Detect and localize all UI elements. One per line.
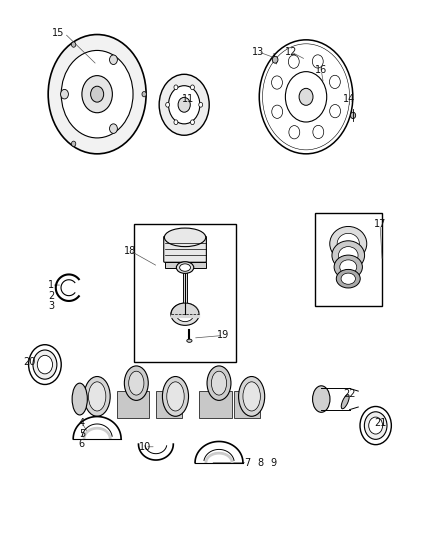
Ellipse shape (272, 76, 283, 89)
Ellipse shape (364, 412, 387, 439)
Ellipse shape (166, 102, 170, 107)
Text: 5: 5 (79, 429, 85, 439)
Ellipse shape (110, 124, 117, 133)
Ellipse shape (239, 376, 265, 416)
Bar (315, 214, 382, 306)
Ellipse shape (329, 75, 340, 88)
FancyBboxPatch shape (164, 236, 206, 262)
Text: 16: 16 (315, 66, 327, 75)
Ellipse shape (60, 90, 68, 99)
Text: 4: 4 (79, 418, 85, 428)
Ellipse shape (289, 126, 300, 139)
Ellipse shape (313, 125, 324, 139)
Text: 15: 15 (52, 28, 64, 38)
Text: 19: 19 (217, 330, 230, 341)
Ellipse shape (110, 55, 117, 64)
Bar (117, 391, 149, 418)
Ellipse shape (169, 86, 200, 124)
Ellipse shape (212, 371, 226, 395)
Ellipse shape (159, 74, 209, 135)
Ellipse shape (341, 394, 349, 409)
Ellipse shape (312, 55, 323, 68)
Ellipse shape (207, 366, 231, 400)
Ellipse shape (339, 247, 358, 264)
Ellipse shape (174, 120, 178, 125)
Text: 2: 2 (48, 290, 55, 301)
Ellipse shape (72, 383, 87, 415)
Ellipse shape (369, 417, 383, 434)
Ellipse shape (82, 76, 113, 113)
Bar (234, 391, 260, 418)
Text: 6: 6 (79, 439, 85, 449)
Ellipse shape (259, 40, 353, 154)
Ellipse shape (340, 260, 357, 274)
Ellipse shape (174, 85, 178, 90)
Ellipse shape (330, 227, 367, 261)
Text: 1: 1 (48, 280, 54, 290)
Bar (199, 391, 232, 418)
Ellipse shape (167, 382, 184, 411)
Text: 7: 7 (244, 458, 251, 467)
Ellipse shape (332, 241, 364, 270)
Ellipse shape (71, 141, 76, 147)
Ellipse shape (48, 35, 146, 154)
Text: 9: 9 (270, 458, 276, 467)
Ellipse shape (191, 85, 194, 90)
Ellipse shape (61, 51, 133, 138)
Ellipse shape (162, 376, 188, 416)
Text: 10: 10 (139, 442, 151, 452)
Text: 21: 21 (374, 418, 386, 428)
Ellipse shape (33, 350, 57, 379)
Ellipse shape (142, 92, 146, 97)
Ellipse shape (178, 98, 190, 112)
Ellipse shape (337, 233, 359, 254)
Bar (165, 262, 205, 268)
Text: 3: 3 (48, 301, 54, 311)
Ellipse shape (288, 55, 299, 68)
Ellipse shape (28, 345, 61, 384)
Text: 8: 8 (257, 458, 263, 467)
Ellipse shape (299, 88, 313, 106)
Ellipse shape (199, 102, 203, 107)
Text: 22: 22 (343, 389, 356, 399)
Ellipse shape (243, 382, 260, 411)
Ellipse shape (84, 376, 110, 416)
Text: 17: 17 (374, 219, 386, 229)
Ellipse shape (71, 42, 76, 47)
Ellipse shape (124, 366, 148, 400)
Ellipse shape (336, 269, 360, 288)
Text: 14: 14 (343, 94, 356, 104)
Ellipse shape (272, 105, 283, 118)
Ellipse shape (37, 356, 53, 374)
Ellipse shape (350, 112, 356, 118)
Bar (156, 391, 182, 418)
Ellipse shape (177, 307, 194, 321)
Ellipse shape (177, 262, 194, 273)
Ellipse shape (334, 255, 362, 279)
Ellipse shape (191, 120, 194, 125)
Ellipse shape (180, 264, 191, 271)
Text: 11: 11 (182, 94, 194, 104)
Ellipse shape (341, 273, 356, 284)
Ellipse shape (272, 56, 278, 63)
Text: 12: 12 (285, 47, 297, 56)
Ellipse shape (164, 228, 206, 247)
Ellipse shape (88, 382, 106, 411)
Ellipse shape (129, 371, 144, 395)
Ellipse shape (330, 104, 340, 118)
Text: 20: 20 (24, 357, 36, 367)
Ellipse shape (360, 407, 391, 445)
Ellipse shape (313, 386, 330, 413)
Bar (134, 224, 237, 362)
Ellipse shape (187, 339, 192, 342)
Text: 13: 13 (252, 47, 264, 56)
Ellipse shape (286, 71, 327, 122)
Ellipse shape (91, 86, 104, 102)
Ellipse shape (171, 303, 199, 325)
Text: 18: 18 (124, 246, 136, 256)
